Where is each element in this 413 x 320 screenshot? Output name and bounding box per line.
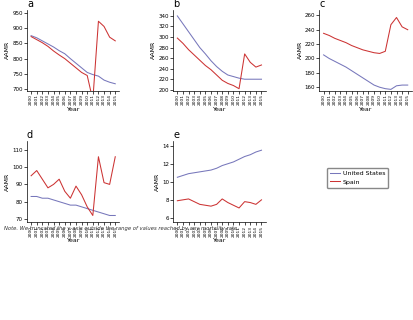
- Text: a: a: [27, 0, 33, 9]
- Y-axis label: AAMR: AAMR: [151, 41, 156, 59]
- Text: d: d: [27, 131, 33, 140]
- Y-axis label: AAMR: AAMR: [297, 41, 302, 59]
- X-axis label: Year: Year: [212, 107, 225, 112]
- Text: b: b: [173, 0, 179, 9]
- Text: FIGURE 1—Evolution of Age-Adjusted Mortality Rates (AAMRs) for (a) Overall, (b) : FIGURE 1—Evolution of Age-Adjusted Morta…: [5, 270, 377, 281]
- X-axis label: Year: Year: [66, 107, 80, 112]
- Legend: United States, Spain: United States, Spain: [326, 168, 387, 188]
- Text: e: e: [173, 131, 179, 140]
- X-axis label: Year: Year: [358, 107, 371, 112]
- Y-axis label: AAMR: AAMR: [5, 41, 10, 59]
- X-axis label: Year: Year: [212, 238, 225, 244]
- Y-axis label: AAMR: AAMR: [5, 173, 10, 191]
- X-axis label: Year: Year: [66, 238, 80, 244]
- Text: Note. We truncated the y-axis outside the range of values reached by any mortali: Note. We truncated the y-axis outside th…: [4, 226, 238, 231]
- Text: c: c: [318, 0, 324, 9]
- Y-axis label: AAMR: AAMR: [154, 173, 159, 191]
